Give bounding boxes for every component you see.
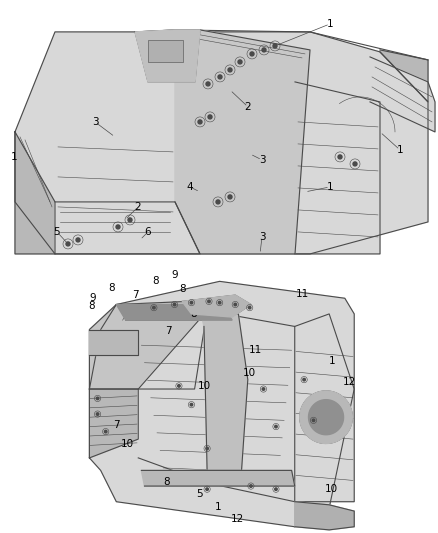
Polygon shape	[15, 32, 428, 254]
Circle shape	[262, 48, 266, 52]
Circle shape	[275, 425, 277, 428]
Polygon shape	[135, 30, 200, 82]
Text: 10: 10	[120, 439, 134, 449]
Polygon shape	[89, 329, 138, 354]
Circle shape	[248, 306, 251, 309]
Circle shape	[66, 242, 70, 246]
Bar	[148, 40, 183, 62]
Circle shape	[190, 301, 193, 304]
Polygon shape	[295, 502, 354, 530]
Circle shape	[250, 485, 252, 487]
Polygon shape	[15, 132, 55, 254]
Text: 9: 9	[90, 293, 96, 303]
Circle shape	[96, 397, 99, 400]
Text: 1: 1	[327, 19, 333, 29]
Text: 7: 7	[113, 421, 120, 430]
Text: 9: 9	[171, 270, 178, 280]
Circle shape	[234, 303, 237, 306]
Text: 10: 10	[198, 381, 211, 391]
Circle shape	[96, 413, 99, 415]
Text: 3: 3	[259, 232, 265, 242]
Circle shape	[250, 52, 254, 56]
Text: 8: 8	[109, 282, 115, 293]
Text: 8: 8	[179, 284, 185, 294]
Polygon shape	[138, 311, 295, 502]
Text: 1: 1	[327, 182, 333, 192]
Circle shape	[208, 300, 210, 303]
Text: 10: 10	[243, 368, 256, 378]
Circle shape	[190, 403, 193, 406]
Text: 1: 1	[329, 356, 336, 366]
Text: 8: 8	[88, 301, 95, 311]
Text: 10: 10	[325, 484, 338, 494]
Circle shape	[338, 155, 342, 159]
Text: 8: 8	[190, 309, 197, 319]
Polygon shape	[380, 50, 428, 102]
Circle shape	[303, 378, 305, 381]
Circle shape	[238, 60, 242, 64]
Circle shape	[206, 82, 210, 86]
Text: 2: 2	[245, 102, 251, 112]
Text: 1: 1	[215, 502, 222, 512]
Text: 3: 3	[259, 155, 265, 165]
Circle shape	[228, 68, 232, 72]
Polygon shape	[89, 301, 207, 389]
Circle shape	[228, 195, 232, 199]
Text: 1: 1	[11, 152, 18, 162]
Polygon shape	[308, 400, 343, 435]
Circle shape	[206, 447, 208, 450]
Circle shape	[198, 120, 202, 124]
Polygon shape	[295, 82, 380, 254]
Text: 12: 12	[343, 376, 357, 386]
Polygon shape	[175, 30, 310, 254]
Text: 6: 6	[145, 227, 151, 237]
Circle shape	[273, 44, 277, 48]
Polygon shape	[300, 391, 352, 443]
Circle shape	[219, 301, 221, 304]
Text: 7: 7	[132, 290, 138, 300]
Text: 2: 2	[135, 202, 141, 212]
Circle shape	[262, 388, 265, 390]
Polygon shape	[295, 314, 354, 502]
Polygon shape	[201, 313, 248, 471]
Text: 4: 4	[187, 182, 193, 192]
Polygon shape	[141, 471, 295, 486]
Text: 12: 12	[230, 514, 244, 524]
Text: 8: 8	[163, 477, 170, 487]
Text: 11: 11	[296, 289, 309, 299]
Text: 1: 1	[397, 145, 403, 155]
Circle shape	[216, 200, 220, 204]
Text: 11: 11	[249, 345, 262, 355]
Polygon shape	[55, 202, 200, 254]
Polygon shape	[370, 57, 435, 132]
Text: 8: 8	[152, 277, 159, 286]
Circle shape	[76, 238, 80, 242]
Text: 5: 5	[54, 227, 60, 237]
Circle shape	[153, 306, 155, 309]
Polygon shape	[182, 295, 251, 317]
Circle shape	[275, 488, 277, 490]
Circle shape	[312, 419, 315, 422]
Text: 7: 7	[165, 326, 172, 336]
Polygon shape	[89, 389, 138, 458]
Text: 3: 3	[92, 117, 98, 127]
Circle shape	[173, 303, 176, 306]
Circle shape	[206, 488, 208, 490]
Circle shape	[116, 225, 120, 229]
Polygon shape	[117, 304, 232, 320]
Circle shape	[128, 218, 132, 222]
Circle shape	[218, 75, 222, 79]
Circle shape	[104, 430, 107, 433]
Circle shape	[353, 162, 357, 166]
Circle shape	[178, 385, 180, 387]
Circle shape	[208, 115, 212, 119]
Text: 5: 5	[196, 489, 203, 499]
Polygon shape	[89, 281, 354, 527]
